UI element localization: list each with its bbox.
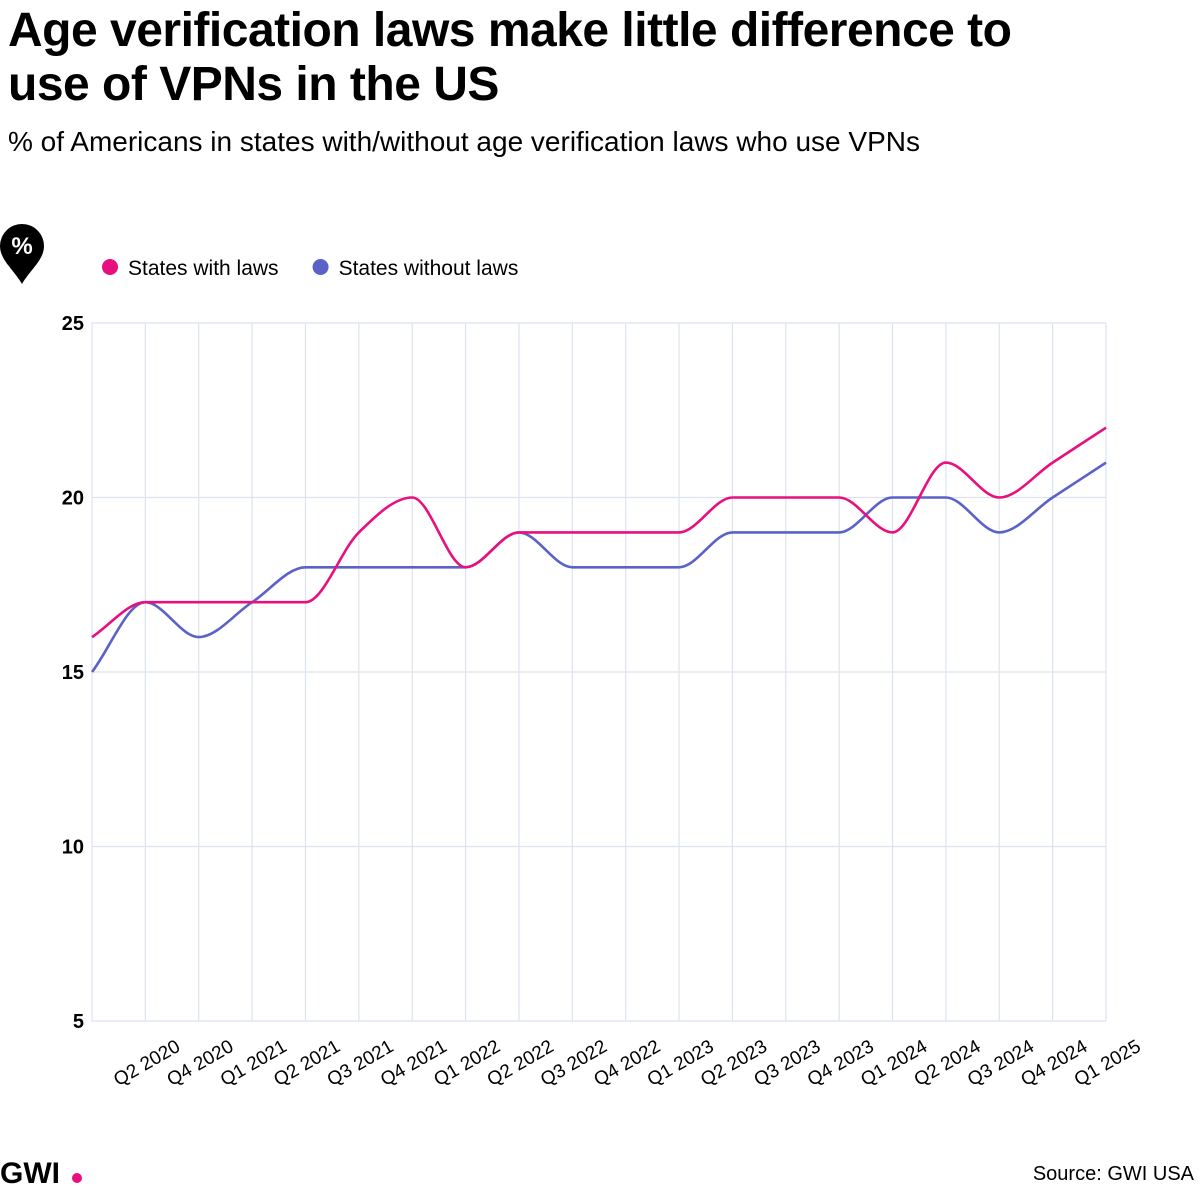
y-tick-label: 25 (62, 313, 84, 335)
unit-icon (0, 224, 44, 284)
logo: GWI (0, 1157, 60, 1190)
chart-subtitle: % of Americans in states with/without ag… (8, 126, 920, 157)
chart-title: Age verification laws make little differ… (8, 4, 1012, 111)
y-tick-label: 5 (73, 1011, 84, 1033)
legend-swatch (312, 259, 329, 275)
y-tick-label: 10 (62, 837, 84, 859)
legend-swatch (102, 259, 118, 275)
y-tick-label: 15 (62, 662, 84, 684)
legend-label: States without laws (339, 257, 519, 280)
source: Source: GWI USA (1033, 1163, 1195, 1185)
y-tick-label: 20 (62, 488, 84, 510)
legend-label: States with laws (128, 257, 279, 280)
line-series (91, 426, 1107, 639)
logo-dot (72, 1173, 82, 1183)
unit-icon-label: % (11, 233, 32, 260)
line-series (90, 461, 1107, 673)
